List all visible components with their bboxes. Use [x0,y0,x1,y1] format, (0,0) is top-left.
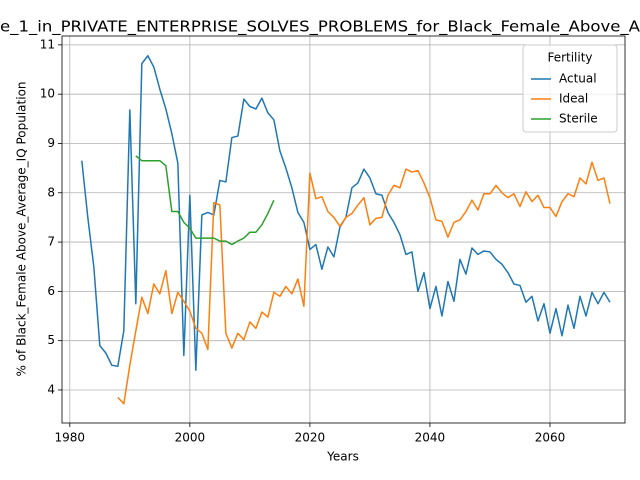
y-tick-label: 11 [40,37,55,51]
x-axis-label: Years [326,450,359,464]
y-axis-label: % of Black_Female Above_Average_IQ Popul… [15,81,29,376]
y-tick-label: 10 [40,87,55,101]
y-tick-label: 4 [47,382,55,396]
legend-box [522,44,618,133]
x-tick-label: 2020 [295,431,326,445]
line-series [135,155,275,246]
y-tick-label: 7 [47,235,55,249]
x-tick-label: 2040 [415,431,446,445]
legend-label: Actual [559,72,597,86]
x-tick-label: 2060 [535,431,566,445]
line-series [117,161,611,405]
legend-title: Fertility [547,51,592,65]
legend-label: Sterile [559,112,598,126]
y-tick-label: 9 [47,136,55,150]
x-tick-label: 2000 [175,431,206,445]
y-tick-label: 5 [47,333,55,347]
chart-title: e_1_in_PRIVATE_ENTERPRISE_SOLVES_PROBLEM… [0,18,640,37]
x-tick-label: 1980 [55,431,86,445]
axes-frame [61,35,626,424]
y-tick-label: 6 [47,284,55,298]
y-tick-label: 8 [47,185,55,199]
legend-label: Ideal [559,92,588,106]
